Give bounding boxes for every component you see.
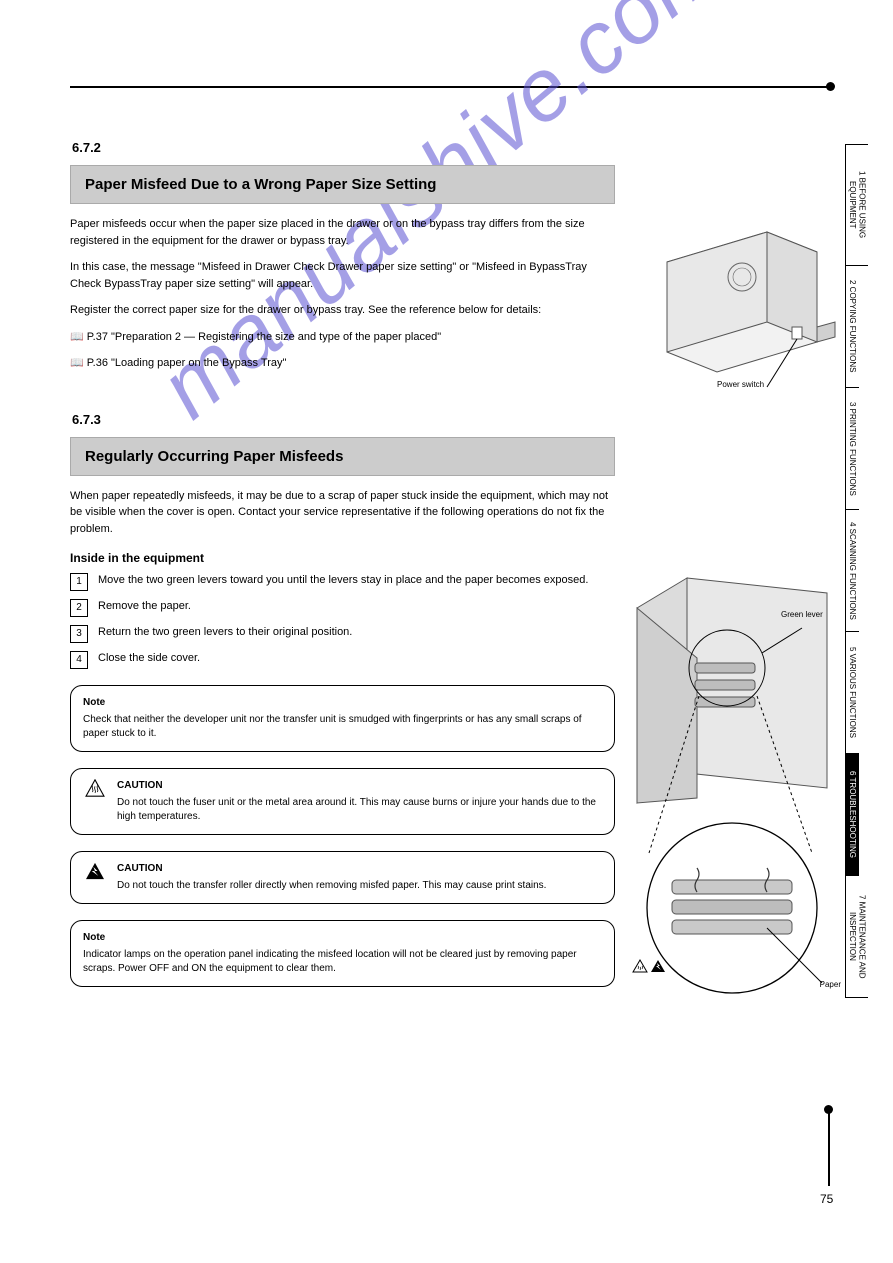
figure-caption-power-switch: Power switch: [717, 380, 764, 390]
page-gutter-rule: [828, 1110, 830, 1186]
step: 1 Move the two green levers toward you u…: [70, 573, 615, 591]
step-number-box: 4: [70, 651, 88, 669]
tab-before-using[interactable]: 1 BEFORE USING EQUIPMENT: [845, 144, 868, 266]
para: When paper repeatedly misfeeds, it may b…: [70, 488, 615, 538]
figure-power-switch: Power switch: [647, 222, 837, 392]
figure-caption-paper: Paper: [820, 980, 841, 990]
xref: 📖 P.36 "Loading paper on the Bypass Tray…: [70, 355, 615, 372]
note-title: Note: [83, 696, 600, 710]
caution-esd-box: CAUTION Do not touch the transfer roller…: [70, 851, 615, 904]
caution-title: CAUTION: [117, 862, 600, 876]
caution-body: Do not touch the fuser unit or the metal…: [117, 796, 600, 824]
step-text: Return the two green levers to their ori…: [98, 625, 615, 641]
xref: 📖 P.37 "Preparation 2 — Registering the …: [70, 329, 615, 346]
caution-title: CAUTION: [117, 779, 600, 793]
hot-surface-icon: [83, 779, 107, 797]
para: Register the correct paper size for the …: [70, 302, 615, 319]
step-number-box: 3: [70, 625, 88, 643]
note-box: Note Check that neither the developer un…: [70, 685, 615, 752]
section-heading-bar: Regularly Occurring Paper Misfeeds: [70, 437, 615, 476]
step-text: Close the side cover.: [98, 651, 615, 667]
section-672-body: Paper misfeeds occur when the paper size…: [70, 216, 615, 372]
caution-body: Do not touch the transfer roller directl…: [117, 879, 600, 893]
step-number-box: 1: [70, 573, 88, 591]
sub-heading: Inside in the equipment: [70, 551, 615, 565]
figure-side-cover: Green lever Paper: [627, 568, 837, 1008]
section-672: 6.7.2 Paper Misfeed Due to a Wrong Paper…: [70, 140, 615, 372]
steps: 1 Move the two green levers toward you u…: [70, 573, 615, 669]
note-box-2: Note Indicator lamps on the operation pa…: [70, 920, 615, 987]
para: Paper misfeeds occur when the paper size…: [70, 216, 615, 249]
section-673-intro: When paper repeatedly misfeeds, it may b…: [70, 488, 615, 538]
step-number-box: 2: [70, 599, 88, 617]
header-rule-dot: [826, 82, 835, 91]
step-text: Remove the paper.: [98, 599, 615, 615]
header-rule: [70, 86, 830, 88]
caution-hot-box: CAUTION Do not touch the fuser unit or t…: [70, 768, 615, 835]
section-673: 6.7.3 Regularly Occurring Paper Misfeeds…: [70, 412, 615, 988]
tab-troubleshoot[interactable]: 6 TROUBLESHOOTING: [845, 754, 859, 876]
tab-maintenance[interactable]: 7 MAINTENANCE AND INSPECTION: [845, 876, 868, 998]
tab-printing[interactable]: 3 PRINTING FUNCTIONS: [845, 388, 859, 510]
step: 2 Remove the paper.: [70, 599, 615, 617]
step: 3 Return the two green levers to their o…: [70, 625, 615, 643]
side-tab-strip: 1 BEFORE USING EQUIPMENT 2 COPYING FUNCT…: [845, 144, 893, 998]
step-text: Move the two green levers toward you unt…: [98, 573, 615, 589]
note-body: Indicator lamps on the operation panel i…: [83, 948, 600, 976]
note-title: Note: [83, 931, 600, 945]
section-heading-bar: Paper Misfeed Due to a Wrong Paper Size …: [70, 165, 615, 204]
figure-caption-green-lever: Green lever: [781, 610, 841, 620]
step: 4 Close the side cover.: [70, 651, 615, 669]
section-number: 6.7.3: [72, 412, 615, 427]
note-body: Check that neither the developer unit no…: [83, 713, 600, 741]
esd-icon: [83, 862, 107, 880]
tab-various[interactable]: 5 VARIOUS FUNCTIONS: [845, 632, 859, 754]
tab-copying[interactable]: 2 COPYING FUNCTIONS: [845, 266, 859, 388]
page-number: 75: [820, 1192, 833, 1206]
tab-scanning[interactable]: 4 SCANNING FUNCTIONS: [845, 510, 859, 632]
para: In this case, the message "Misfeed in Dr…: [70, 259, 615, 292]
section-number: 6.7.2: [72, 140, 615, 155]
